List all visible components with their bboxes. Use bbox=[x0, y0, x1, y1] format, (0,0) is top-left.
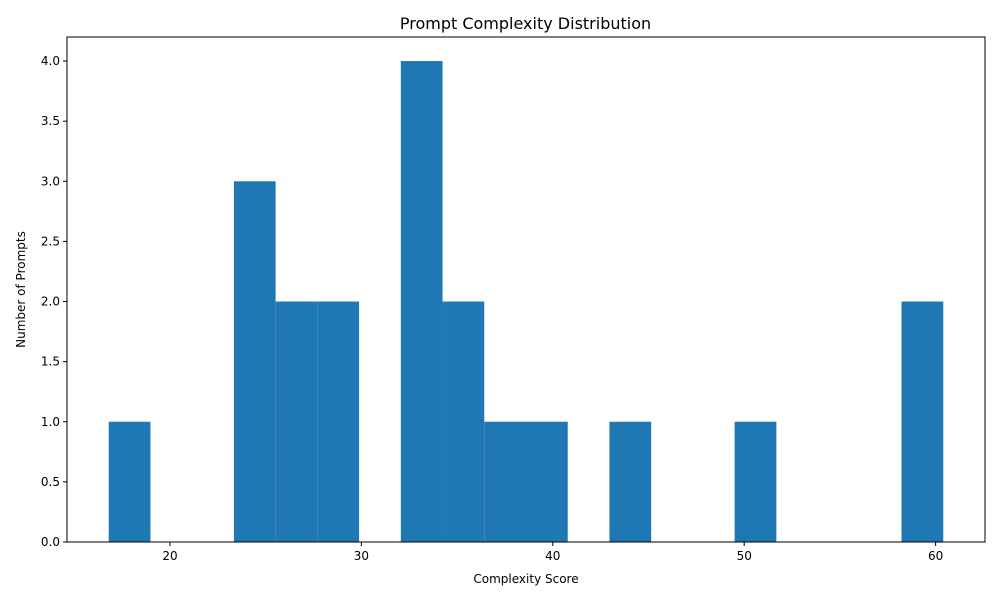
y-tick-label: 0.0 bbox=[41, 535, 60, 549]
y-tick-label: 3.5 bbox=[41, 114, 60, 128]
histogram-bar bbox=[400, 61, 443, 543]
histogram-bar bbox=[609, 421, 652, 542]
histogram-bar bbox=[526, 421, 568, 542]
histogram-bar bbox=[317, 301, 360, 542]
chart-title: Prompt Complexity Distribution bbox=[400, 14, 651, 33]
x-tick-label: 20 bbox=[162, 549, 177, 563]
histogram-bar bbox=[108, 421, 151, 542]
y-tick-label: 3.0 bbox=[41, 174, 60, 188]
bars-group bbox=[108, 61, 944, 543]
histogram-bar bbox=[442, 301, 485, 542]
histogram-bar bbox=[901, 301, 944, 542]
histogram-bar bbox=[484, 421, 526, 542]
histogram-bar bbox=[233, 181, 276, 543]
y-tick-label: 4.0 bbox=[41, 54, 60, 68]
x-axis: 20 30 40 50 60 bbox=[162, 542, 943, 563]
y-tick-label: 1.5 bbox=[41, 355, 60, 369]
y-tick-label: 1.0 bbox=[41, 415, 60, 429]
histogram-bar bbox=[734, 421, 777, 542]
plot-frame bbox=[66, 36, 986, 543]
x-tick-label: 50 bbox=[737, 549, 752, 563]
y-tick-label: 2.5 bbox=[41, 234, 60, 248]
y-tick-label: 2.0 bbox=[41, 295, 60, 309]
x-axis-label: Complexity Score bbox=[473, 572, 578, 586]
y-axis-label: Number of Prompts bbox=[14, 231, 28, 348]
y-tick-label: 0.5 bbox=[41, 475, 60, 489]
y-axis: 0.0 0.5 1.0 1.5 2.0 2.5 3.0 3.5 4.0 bbox=[41, 54, 67, 549]
histogram-bar bbox=[275, 301, 318, 542]
x-tick-label: 60 bbox=[928, 549, 943, 563]
x-tick-label: 30 bbox=[354, 549, 369, 563]
x-tick-label: 40 bbox=[545, 549, 560, 563]
